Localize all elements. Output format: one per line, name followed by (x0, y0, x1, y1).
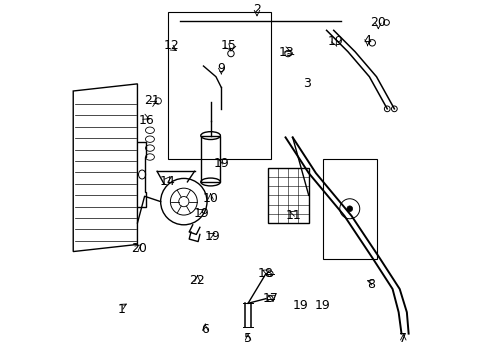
Text: 18: 18 (257, 267, 273, 280)
Text: 2: 2 (252, 3, 261, 16)
Text: 10: 10 (202, 192, 218, 205)
Text: 19: 19 (193, 207, 209, 220)
Text: 22: 22 (189, 274, 205, 287)
Text: 6: 6 (201, 323, 209, 336)
Text: 14: 14 (160, 175, 175, 189)
Text: 1: 1 (117, 303, 125, 316)
Text: 7: 7 (399, 333, 407, 346)
Text: 16: 16 (138, 114, 154, 127)
Bar (267, 168, 308, 223)
Text: 15: 15 (220, 39, 236, 52)
Text: 17: 17 (262, 292, 278, 305)
Text: 3: 3 (303, 77, 310, 90)
Text: 11: 11 (285, 209, 301, 222)
Text: 8: 8 (366, 278, 374, 291)
Text: 9: 9 (217, 62, 225, 75)
Circle shape (346, 206, 352, 212)
Text: 20: 20 (369, 16, 386, 29)
Text: 19: 19 (213, 157, 229, 170)
Text: 19: 19 (314, 299, 329, 312)
Text: 19: 19 (204, 230, 220, 243)
Bar (323, 159, 376, 259)
Text: 21: 21 (144, 94, 160, 108)
Text: 12: 12 (163, 39, 179, 52)
Text: 4: 4 (363, 34, 371, 47)
Text: 19: 19 (327, 35, 343, 48)
Bar (167, 13, 271, 159)
Text: 20: 20 (131, 242, 147, 255)
Text: 19: 19 (292, 299, 308, 312)
Text: 5: 5 (244, 333, 251, 346)
Text: 13: 13 (278, 46, 294, 59)
